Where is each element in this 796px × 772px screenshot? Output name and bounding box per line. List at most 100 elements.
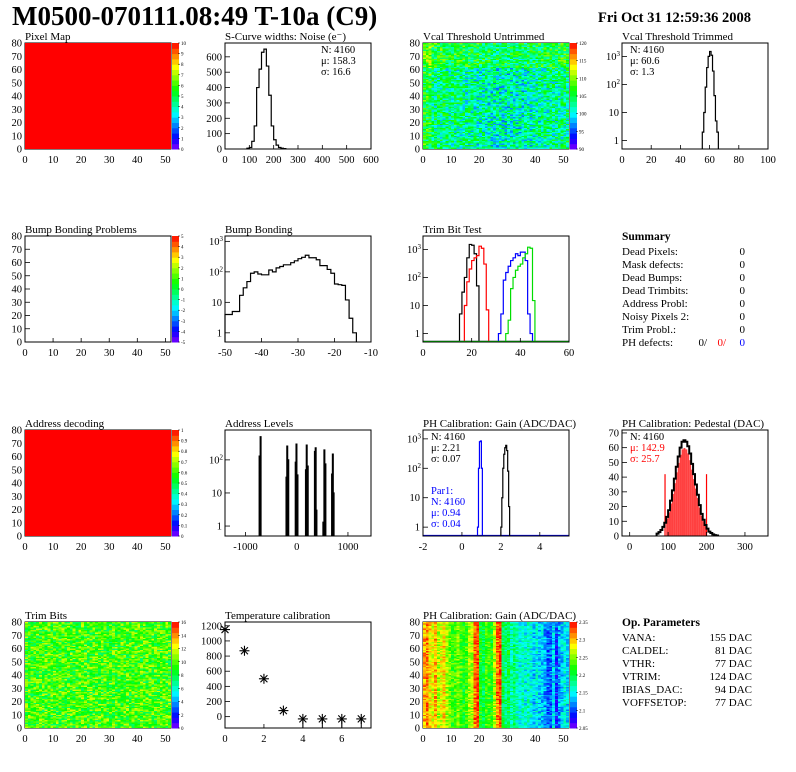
palette-band — [172, 101, 179, 108]
plot-frame — [621, 429, 769, 537]
panel-title: Trim Bit Test — [423, 224, 482, 236]
panel-title: Trim Bits — [25, 610, 67, 622]
row-value: 0 — [740, 285, 746, 297]
palette-band — [172, 706, 179, 713]
palette-label: 0.5 — [181, 482, 188, 487]
y-tick-label: 40 — [12, 479, 23, 490]
y-tick-label: 0 — [17, 145, 22, 156]
row-label: VANA: — [622, 632, 655, 644]
panel-title: Pixel Map — [25, 31, 71, 43]
palette-label: 105 — [579, 95, 587, 100]
y-tick-label: 60 — [12, 452, 23, 463]
palette-band — [172, 712, 179, 718]
palette-band — [570, 122, 577, 129]
plot-frame — [224, 429, 372, 537]
x-tick-label: 2 — [498, 542, 503, 553]
y-tick-label: 1000 — [201, 636, 222, 647]
x-tick-label: 20 — [646, 155, 657, 166]
palette-label: -4 — [181, 330, 186, 335]
panel-ph-calibration-pedestal-dac: PH Calibration: Pedestal (DAC)0 100 200 300… — [609, 418, 769, 553]
palette-band — [570, 43, 577, 49]
fit-fill-bin — [677, 462, 680, 536]
palette-label: 12 — [181, 648, 187, 653]
palette-label: 1 — [181, 137, 184, 142]
palette-band — [570, 90, 577, 97]
y-tick-label: 1 — [614, 136, 619, 147]
y-tick-label: 20 — [410, 697, 421, 708]
summary-title: Op. Parameters — [622, 617, 700, 629]
y-tick-label: 60 — [12, 644, 23, 655]
palette-band — [570, 675, 577, 681]
palette-band — [172, 96, 179, 102]
palette-label: 0 — [181, 148, 184, 153]
x-tick-label: 600 — [363, 155, 379, 166]
y-tick-label: 20 — [12, 311, 23, 322]
x-tick-label: 30 — [502, 155, 513, 166]
y-tick-label: 400 — [206, 682, 222, 693]
palette-band — [570, 69, 577, 76]
palette-band — [172, 111, 179, 118]
palette-band — [172, 701, 179, 708]
stats-line: μ: 142.9 — [630, 443, 665, 454]
y-tick-label: 30 — [609, 487, 620, 498]
palette-band — [570, 85, 577, 92]
x-tick-label: 40 — [132, 542, 143, 553]
palette-label: 115 — [579, 60, 587, 65]
histogram-series-0 — [258, 436, 335, 536]
y-tick-label: 300 — [206, 98, 222, 109]
panel-bump-bonding: Bump Bonding -50 -40 -30 -20 -10 1 10 102 103 — [209, 224, 378, 359]
stats-line: N: 4160 — [321, 45, 355, 56]
palette-band — [172, 664, 179, 671]
y-tick-label: 200 — [206, 697, 222, 708]
y-tick-label: 800 — [206, 652, 222, 663]
y-tick-label: 600 — [206, 52, 222, 63]
y-tick-label: 500 — [206, 68, 222, 79]
fit-fill-bin — [673, 483, 676, 536]
palette-band — [172, 504, 179, 510]
plot-frame — [422, 429, 570, 537]
y-tick-label: 50 — [12, 271, 23, 282]
fit-fill-bin — [681, 449, 684, 536]
y-tick-label: 10 — [410, 131, 421, 142]
y-tick-label: 70 — [410, 631, 421, 642]
panel-title: Address decoding — [25, 418, 105, 430]
x-tick-label: 300 — [737, 542, 753, 553]
palette-label: 6 — [181, 687, 184, 692]
y-tick-label: 1 — [217, 522, 222, 533]
palette-label: 1 — [181, 277, 184, 282]
y-tick-label: 400 — [206, 83, 222, 94]
x-tick-label: -20 — [328, 348, 342, 359]
x-tick-label: 20 — [76, 734, 87, 745]
palette-band — [172, 440, 179, 447]
y-tick-label: 103 — [209, 235, 224, 248]
palette-band — [172, 632, 179, 639]
x-tick-label: 50 — [160, 155, 171, 166]
palette-band — [172, 299, 179, 306]
palette-band — [172, 251, 179, 258]
map-cells — [25, 622, 171, 728]
y-tick-label: 1 — [217, 328, 222, 339]
map-cells — [423, 43, 569, 149]
panel-title: Vcal Threshold Untrimmed — [423, 31, 545, 43]
palette-band — [172, 722, 179, 729]
palette-band — [570, 101, 577, 108]
histogram-series-0 — [423, 243, 569, 343]
y-tick-label: 103 — [407, 243, 422, 256]
x-tick-label: 0 — [420, 155, 425, 166]
palette-band — [172, 74, 179, 81]
x-tick-label: 0 — [22, 155, 27, 166]
x-tick-label: 10 — [446, 155, 457, 166]
row-value: 155 DAC — [710, 632, 752, 644]
y-tick-label: 10 — [609, 517, 620, 528]
y-tick-label: 0 — [217, 712, 222, 723]
panel-title: S-Curve widths: Noise (e⁻) — [225, 31, 346, 43]
panel-pixel-map: Pixel Map 0 1 2 3 4 5 6 7 8 9 10 0 10 20 30 40 50 0 10 20 30 4… — [12, 31, 187, 166]
palette-band — [172, 445, 179, 452]
palette-band — [570, 696, 577, 702]
palette-label: 0.8 — [181, 450, 188, 455]
row-label: Dead Bumps: — [622, 272, 682, 284]
palette-band — [172, 472, 179, 479]
palette-band — [172, 451, 179, 457]
y-tick-label: 10 — [212, 298, 223, 309]
palette-band — [172, 622, 179, 628]
